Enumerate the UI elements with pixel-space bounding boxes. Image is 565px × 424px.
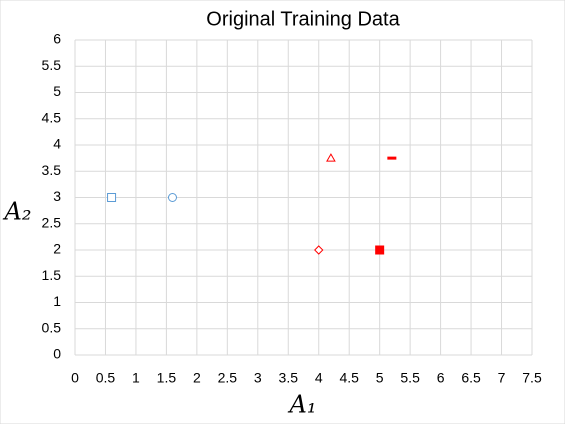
x-tick-label: 6.5 — [461, 370, 481, 386]
y-tick-label: 1 — [53, 293, 61, 309]
x-tick-label: 2 — [193, 370, 201, 386]
x-tick-label: 5 — [376, 370, 384, 386]
y-tick-label: 3 — [53, 188, 61, 204]
y-axis-label: A₂ — [3, 198, 32, 226]
x-tick-label: 0.5 — [96, 370, 116, 386]
x-tick-label: 3.5 — [279, 370, 299, 386]
x-tick-label: 2.5 — [218, 370, 238, 386]
x-tick-label: 7 — [498, 370, 506, 386]
y-tick-label: 6 — [53, 31, 61, 47]
x-tick-label: 4.5 — [339, 370, 359, 386]
marker — [314, 245, 324, 255]
chart-title: Original Training Data — [206, 8, 400, 30]
x-axis-label: A₁ — [288, 391, 317, 419]
y-tick-label: 4 — [53, 136, 61, 152]
x-tick-label: 4 — [315, 370, 323, 386]
y-tick-label: 1.5 — [42, 267, 62, 283]
y-tick-label: 5 — [53, 83, 61, 99]
marker — [167, 193, 177, 202]
x-tick-label: 6 — [437, 370, 445, 386]
x-tick-label: 7.5 — [522, 370, 542, 386]
marker — [107, 193, 117, 202]
y-tick-label: 3.5 — [42, 162, 62, 178]
marker — [387, 156, 397, 160]
marker — [375, 245, 385, 255]
y-tick-label: 0 — [53, 346, 61, 362]
y-tick-label: 2 — [53, 241, 61, 257]
x-tick-label: 3 — [254, 370, 262, 386]
y-tick-label: 0.5 — [42, 319, 62, 335]
x-tick-label: 0 — [71, 370, 79, 386]
marker — [326, 153, 336, 162]
x-tick-label: 5.5 — [400, 370, 420, 386]
x-tick-label: 1 — [132, 370, 140, 386]
y-tick-label: 2.5 — [42, 214, 62, 230]
x-tick-label: 1.5 — [157, 370, 177, 386]
y-tick-label: 4.5 — [42, 109, 62, 125]
y-tick-label: 5.5 — [42, 57, 62, 73]
